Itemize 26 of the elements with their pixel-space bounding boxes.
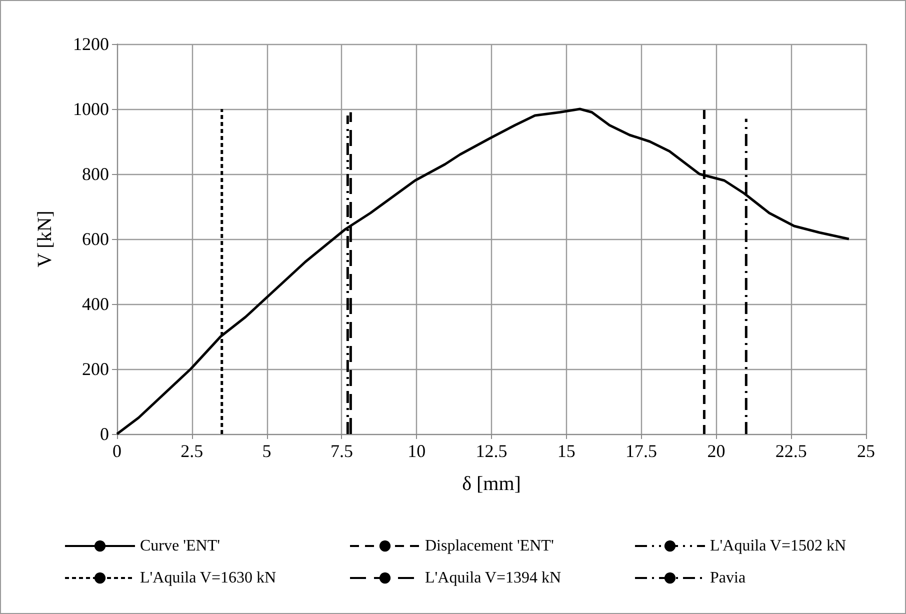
y-tick-label: 0 [100, 424, 109, 444]
x-tick-label: 17.5 [626, 441, 658, 461]
x-tick-label: 0 [112, 441, 122, 461]
y-tick-label: 800 [82, 164, 109, 184]
x-tick-label: 12.5 [476, 441, 508, 461]
y-tick-label: 1000 [73, 99, 109, 119]
legend-label: Displacement 'ENT' [425, 538, 554, 554]
y-tick-label: 1200 [73, 34, 109, 54]
legend-label: L'Aquila V=1394 kN [425, 570, 562, 586]
x-tick-label: 5 [262, 441, 272, 461]
y-tick-label: 200 [82, 359, 109, 379]
x-tick-label: 20 [707, 441, 726, 461]
x-tick-label: 25 [857, 441, 875, 461]
legend-label: Pavia [710, 570, 746, 586]
y-tick-label: 400 [82, 294, 109, 314]
x-tick-label: 15 [557, 441, 576, 461]
x-axis-title: δ [mm] [462, 473, 521, 495]
legend-label: Curve 'ENT' [140, 538, 220, 554]
x-tick-label: 2.5 [180, 441, 204, 461]
y-tick-label: 600 [82, 229, 109, 249]
y-axis-title: V [kN] [34, 210, 56, 268]
x-tick-label: 10 [408, 441, 426, 461]
legend-label: L'Aquila V=1502 kN [710, 538, 846, 554]
x-tick-label: 7.5 [330, 441, 353, 461]
legend-label: L'Aquila V=1630 kN [140, 570, 276, 586]
x-tick-label: 22.5 [775, 441, 807, 461]
